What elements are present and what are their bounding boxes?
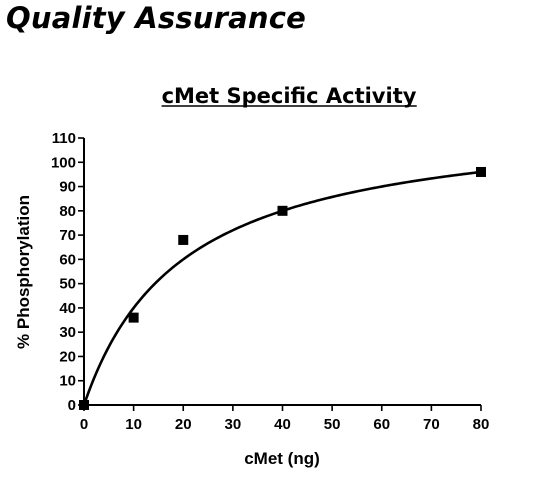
page-heading: Quality Assurance (6, 1, 306, 35)
chart-axes: 0 10 20 30 40 50 60 70 80 90 100 110 0 10 20 30 40 50 60 70… (51, 130, 489, 433)
y-tick-label: 20 (59, 348, 76, 365)
y-tick-label: 10 (59, 373, 76, 390)
y-tick-label: 0 (68, 397, 76, 414)
y-tick-label: 110 (52, 130, 76, 147)
y-tick-label: 90 (59, 179, 76, 196)
x-tick-label: 80 (473, 416, 490, 433)
y-tick-label: 40 (59, 300, 76, 317)
x-tick-label: 0 (80, 416, 88, 433)
x-tick-label: 10 (125, 416, 142, 433)
chart-title: cMet Specific Activity (162, 84, 417, 108)
y-tick-label: 50 (59, 276, 76, 293)
data-point (79, 400, 89, 410)
y-tick-label: 60 (59, 251, 76, 268)
y-tick-label: 30 (59, 324, 76, 341)
y-tick-label: 100 (51, 154, 76, 171)
x-tick-label: 70 (423, 416, 440, 433)
data-point (128, 312, 139, 323)
y-tick-label: 80 (59, 203, 76, 220)
x-tick-label: 60 (373, 416, 390, 433)
y-tick-label: 70 (59, 227, 76, 244)
x-axis-title: cMet (ng) (244, 449, 320, 468)
y-axis-title: % Phosphorylation (14, 195, 33, 349)
x-tick-label: 30 (225, 416, 242, 433)
x-tick-label: 50 (324, 416, 341, 433)
data-point (178, 234, 189, 245)
x-tick-label: 40 (274, 416, 291, 433)
x-tick-label: 20 (175, 416, 192, 433)
data-point (277, 205, 288, 216)
data-point (476, 166, 486, 177)
data-points-layer (79, 166, 486, 410)
